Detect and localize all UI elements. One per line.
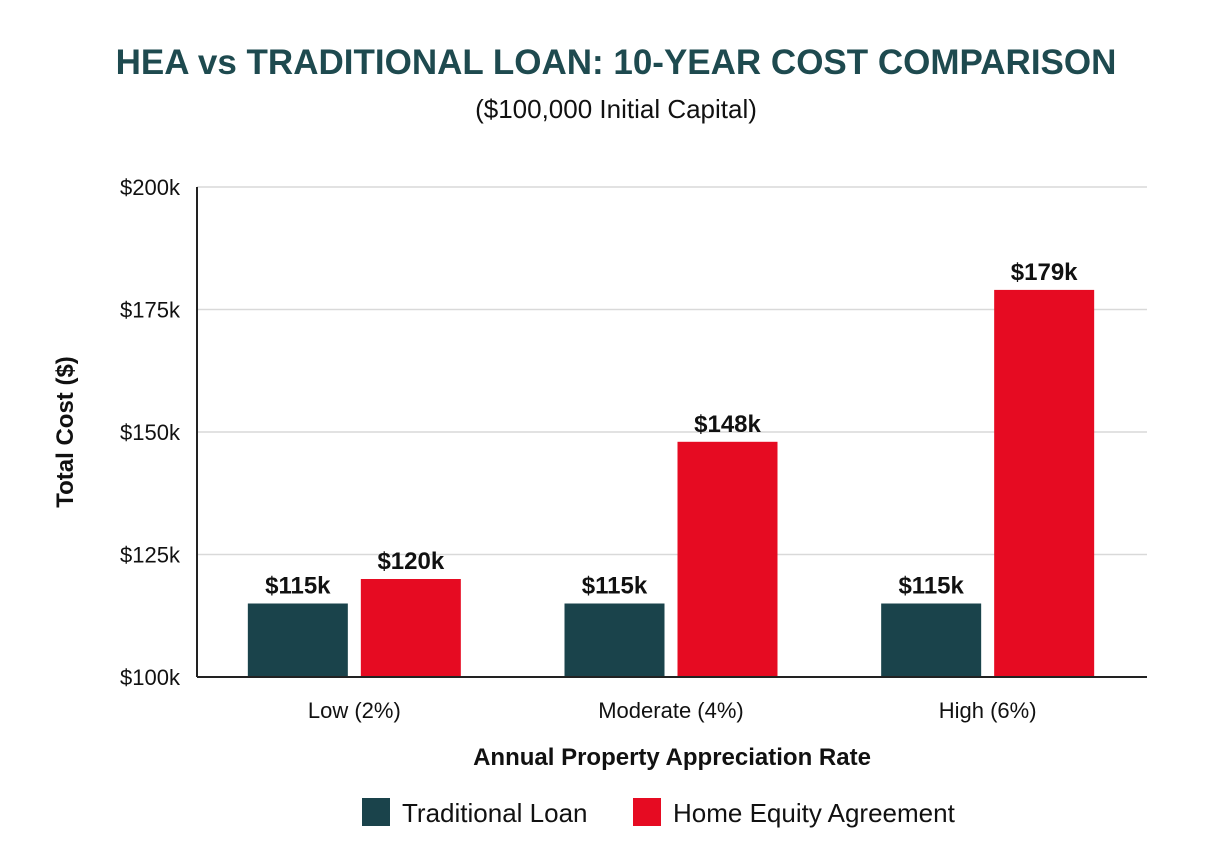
x-tick-label: Moderate (4%)	[598, 698, 744, 723]
data-label: $179k	[1011, 259, 1078, 286]
y-tick-label: $200k	[120, 175, 181, 200]
data-label: $120k	[377, 548, 444, 575]
bar-home-equity-agreement	[677, 441, 778, 677]
y-tick-label: $125k	[120, 543, 181, 568]
chart-subtitle: ($100,000 Initial Capital)	[475, 94, 757, 124]
data-label: $148k	[694, 411, 761, 438]
legend-swatch-traditional-loan	[362, 798, 390, 826]
bar-home-equity-agreement	[994, 289, 1095, 677]
x-tick-label: High (6%)	[939, 698, 1037, 723]
data-label: $115k	[582, 573, 648, 600]
legend-label-traditional-loan: Traditional Loan	[402, 798, 588, 828]
y-tick-label: $150k	[120, 420, 181, 445]
x-tick-label: Low (2%)	[308, 698, 401, 723]
y-tick-label: $175k	[120, 298, 181, 323]
bar-home-equity-agreement	[360, 579, 461, 677]
legend-label-home-equity-agreement: Home Equity Agreement	[673, 798, 956, 828]
y-tick-label: $100k	[120, 665, 181, 690]
data-label: $115k	[898, 573, 964, 600]
x-axis-title: Annual Property Appreciation Rate	[473, 744, 871, 771]
data-label: $115k	[265, 573, 331, 600]
chart-title: HEA vs TRADITIONAL LOAN: 10-YEAR COST CO…	[116, 43, 1117, 82]
bar-traditional-loan	[564, 603, 665, 677]
bar-traditional-loan	[247, 603, 348, 677]
y-axis-title: Total Cost ($)	[52, 356, 79, 508]
bar-traditional-loan	[881, 603, 982, 677]
legend: Traditional Loan Home Equity Agreement	[362, 798, 956, 828]
legend-swatch-home-equity-agreement	[633, 798, 661, 826]
